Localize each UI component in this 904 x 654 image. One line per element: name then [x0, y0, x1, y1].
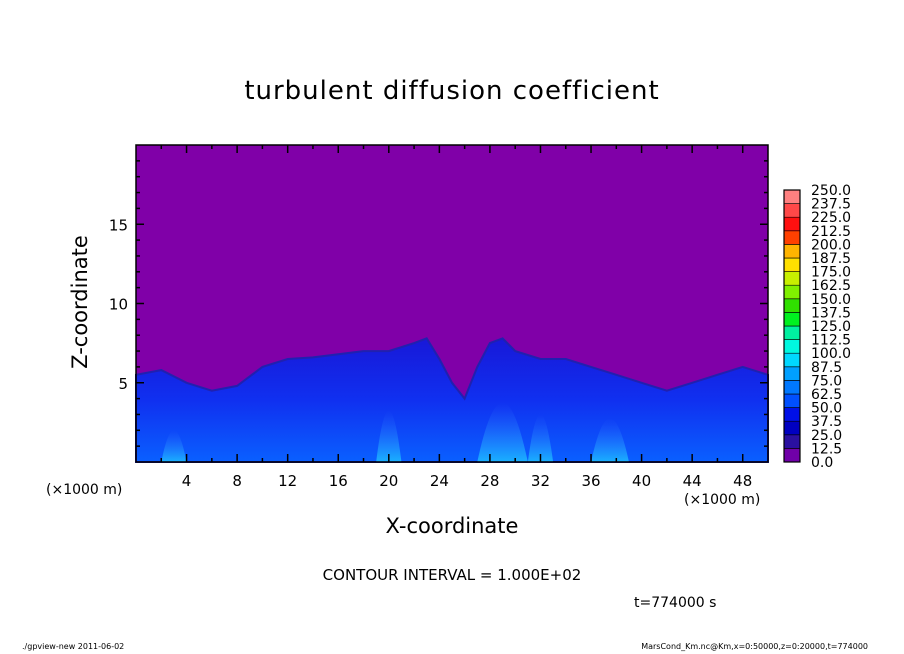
colorbar-bin [783, 216, 801, 232]
colorbar-bin [783, 284, 801, 300]
plume-0 [376, 410, 402, 462]
x-tick-label: 4 [182, 472, 192, 490]
y-tick-label: 15 [109, 216, 128, 234]
x-unit-label-right: (×1000 m) [684, 492, 761, 508]
colorbar-label: 62.5 [811, 387, 842, 403]
colorbar-bin [783, 298, 801, 313]
footer-left: ./gpview-new 2011-06-02 [22, 642, 125, 651]
x-tick-label: 24 [430, 472, 449, 490]
colorbar-bin [783, 448, 801, 463]
x-unit-label-left: (×1000 m) [46, 482, 123, 498]
colorbar-label: 187.5 [811, 251, 851, 267]
colorbar-label: 87.5 [811, 360, 842, 376]
plume-2 [591, 418, 629, 462]
colorbar-label: 0.0 [811, 455, 833, 471]
footer-right: MarsCond_Km.nc@Km,x=0:50000,z=0:20000,t=… [641, 642, 868, 651]
time-label: t=774000 s [634, 595, 717, 611]
x-tick-label: 48 [733, 472, 752, 490]
y-tick-label: 10 [109, 296, 128, 314]
colorbar-bin [783, 203, 801, 218]
colorbar-bin [783, 325, 801, 340]
x-tick-label: 20 [379, 472, 398, 490]
colorbar-label: 112.5 [811, 333, 851, 349]
plume-1 [477, 402, 528, 462]
x-tick-label: 8 [232, 472, 242, 490]
colorbar-label: 125.0 [811, 319, 851, 335]
colorbar-label: 212.5 [811, 224, 851, 240]
colorbar-bin [783, 244, 801, 259]
colorbar-label: 237.5 [811, 197, 851, 213]
colorbar-label: 75.0 [811, 373, 842, 389]
colorbar-bin [783, 230, 801, 245]
x-tick-label: 28 [480, 472, 499, 490]
colorbar-bin [783, 339, 801, 354]
contour-interval: CONTOUR INTERVAL = 1.000E+02 [322, 566, 582, 584]
colorbar-bin [783, 420, 801, 436]
x-tick-label: 16 [329, 472, 348, 490]
colorbar-label: 50.0 [811, 401, 842, 417]
x-tick-label: 12 [278, 472, 297, 490]
colorbar-bin [783, 312, 801, 327]
colorbar-label: 137.5 [811, 305, 851, 321]
y-tick-label: 5 [118, 375, 128, 393]
colorbar-label: 25.0 [811, 428, 842, 444]
chart-title: turbulent diffusion coefficient [244, 76, 660, 106]
colorbar-label: 200.0 [811, 237, 851, 253]
colorbar-label: 150.0 [811, 292, 851, 308]
x-tick-label: 32 [531, 472, 550, 490]
colorbar-label: 175.0 [811, 265, 851, 281]
colorbar-label: 162.5 [811, 278, 851, 294]
colorbar-label: 12.5 [811, 441, 842, 457]
x-tick-label: 36 [581, 472, 600, 490]
x-axis-label: X-coordinate [385, 514, 519, 538]
colorbar-bin [783, 380, 801, 395]
colorbar-label: 250.0 [811, 183, 851, 199]
colorbar-bin [783, 257, 801, 272]
x-tick-label: 40 [632, 472, 651, 490]
colorbar-bin [783, 189, 801, 204]
colorbar-bin [783, 352, 801, 368]
colorbar-label: 37.5 [811, 414, 842, 430]
colorbar-bin [783, 366, 801, 381]
colorbar-bin [783, 393, 801, 408]
colorbar-label: 100.0 [811, 346, 851, 362]
colorbar-bin [783, 271, 801, 286]
colorbar-bin [783, 434, 801, 449]
colorbar-bin [783, 407, 801, 422]
colorbar-frame [783, 189, 801, 463]
plume-4 [527, 414, 554, 462]
colorbar-label: 225.0 [811, 210, 851, 226]
x-tick-label: 44 [683, 472, 702, 490]
plume-3 [161, 430, 187, 462]
